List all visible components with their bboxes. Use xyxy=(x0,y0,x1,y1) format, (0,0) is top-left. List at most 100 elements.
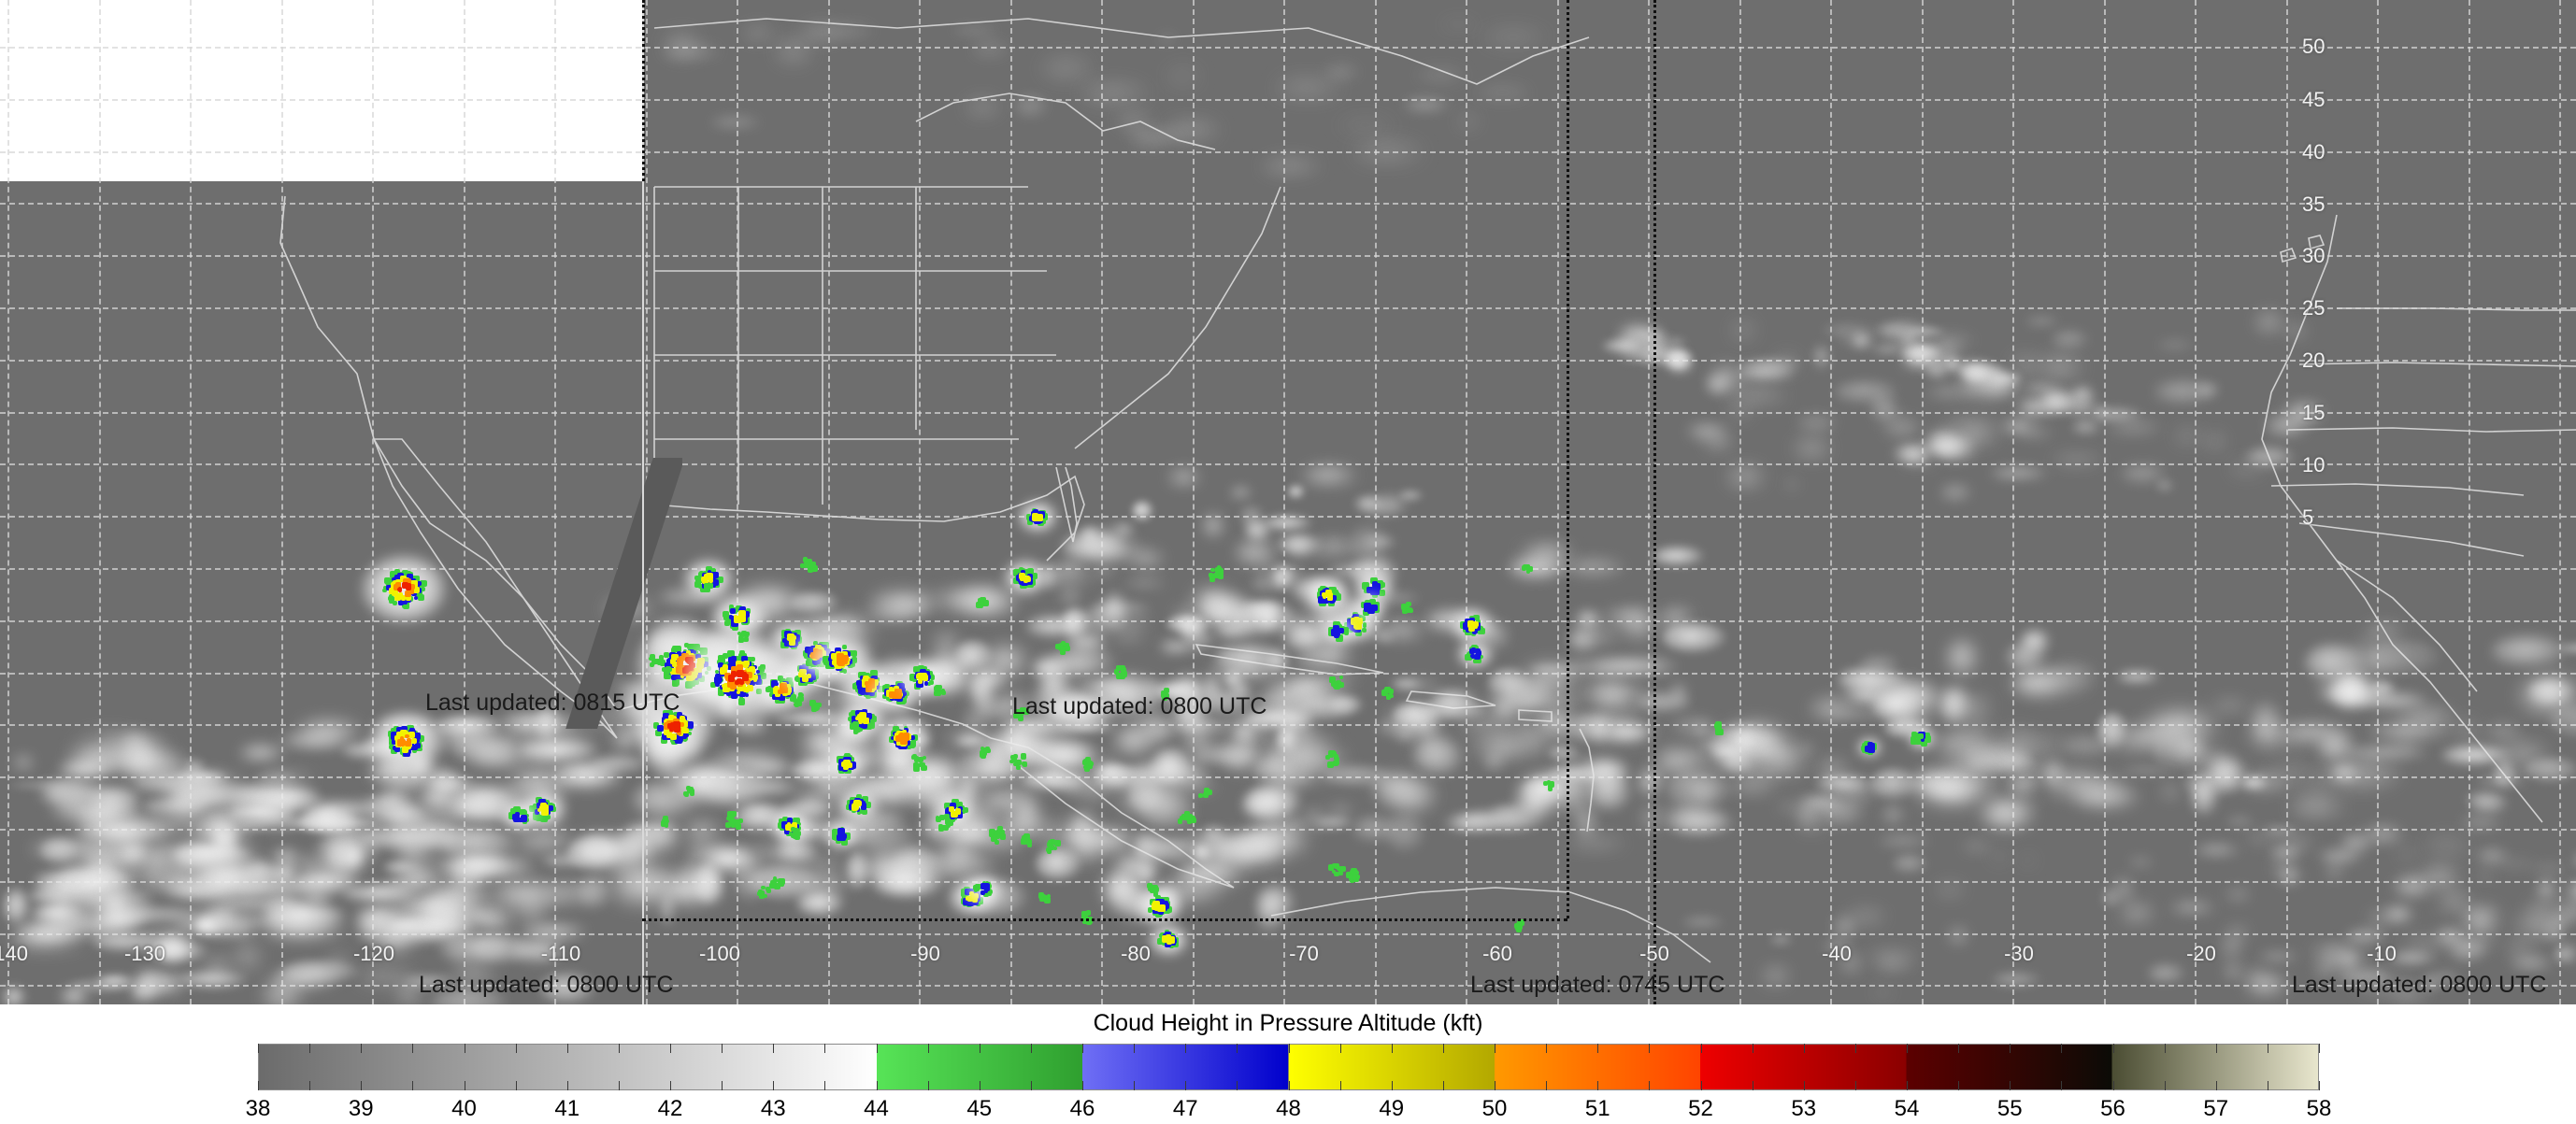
longitude-tick-label: -20 xyxy=(2186,942,2216,965)
colorbar-tick xyxy=(670,1081,671,1090)
last-updated-label-east-conus: Last updated: 0800 UTC xyxy=(1012,693,1267,719)
colorbar-tick xyxy=(824,1044,826,1053)
sector-divider-caribbean-east xyxy=(1567,0,1569,918)
longitude-tick-label: -50 xyxy=(1639,942,1669,965)
sector-divider-atlantic xyxy=(1653,0,1656,1004)
colorbar-tick xyxy=(1082,1044,1083,1053)
colorbar-tick xyxy=(1803,1044,1805,1053)
longitude-tick-label: -60 xyxy=(1482,942,1512,965)
colorbar-tick xyxy=(618,1044,620,1053)
latitude-tick-label: 45 xyxy=(2302,88,2326,111)
longitude-tick-label: -10 xyxy=(2367,942,2397,965)
colorbar-tick xyxy=(1030,1081,1032,1090)
colorbar-label: 52 xyxy=(1688,1096,1713,1121)
colorbar-tick xyxy=(361,1081,363,1090)
latitude-tick-label: 40 xyxy=(2302,140,2326,164)
colorbar-tick xyxy=(1495,1044,1496,1053)
colorbar-tick xyxy=(412,1044,414,1053)
colorbar-tick xyxy=(2164,1081,2166,1090)
satellite-map[interactable]: -140 -130 -120 -110 -100 -90 -80 -70 -60 -50 -40 -3… xyxy=(0,0,2576,1004)
colorbar-label: 58 xyxy=(2306,1096,2332,1121)
colorbar-tick xyxy=(1442,1044,1444,1053)
colorbar-tick xyxy=(2061,1081,2063,1090)
colorbar-tick xyxy=(1391,1081,1393,1090)
map-vector-overlay xyxy=(279,18,2576,963)
colorbar-label: 42 xyxy=(657,1096,683,1121)
colorbar-tick xyxy=(773,1081,775,1090)
colorbar-label: 39 xyxy=(348,1096,374,1121)
colorbar-tick xyxy=(309,1081,311,1090)
colorbar-tick xyxy=(1907,1081,1908,1090)
colorbar-label: 49 xyxy=(1379,1096,1405,1121)
longitude-tick-label: -80 xyxy=(1121,942,1151,965)
latitude-tick-label: 15 xyxy=(2302,401,2326,424)
latitude-tick-label: 10 xyxy=(2302,453,2326,477)
colorbar-label: 38 xyxy=(245,1096,271,1121)
colorbar-tick xyxy=(566,1044,568,1053)
colorbar-tick xyxy=(876,1044,878,1053)
colorbar-tick xyxy=(412,1081,414,1090)
colorbar-label: 48 xyxy=(1276,1096,1301,1121)
colorbar-tick xyxy=(2215,1081,2217,1090)
colorbar-tick xyxy=(1288,1081,1290,1090)
colorbar-tick xyxy=(2112,1081,2114,1090)
colorbar-tick xyxy=(670,1044,671,1053)
colorbar-tick-labels: 38 39 40 41 42 43 44 45 46 47 48 49 50 51 52 53 54 55 56 57… xyxy=(246,1096,2332,1124)
colorbar-tick xyxy=(1958,1044,1960,1053)
colorbar-tick xyxy=(2164,1044,2166,1053)
colorbar-ticks xyxy=(258,1044,2320,1090)
colorbar-label: 57 xyxy=(2203,1096,2229,1121)
latitude-tick-label: 35 xyxy=(2302,192,2326,216)
colorbar-tick xyxy=(1339,1081,1341,1090)
colorbar-label: 40 xyxy=(451,1096,477,1121)
colorbar-tick xyxy=(876,1081,878,1090)
colorbar-tick xyxy=(1907,1044,1908,1053)
colorbar-tick xyxy=(258,1044,259,1053)
colorbar-tick xyxy=(1854,1044,1856,1053)
colorbar-tick xyxy=(1546,1081,1548,1090)
colorbar-tick xyxy=(1700,1081,1702,1090)
colorbar-tick xyxy=(1288,1044,1290,1053)
colorbar-tick xyxy=(1391,1044,1393,1053)
latitude-tick-label: 20 xyxy=(2302,349,2326,372)
last-updated-label-west-conus: Last updated: 0815 UTC xyxy=(425,690,680,716)
colorbar-tick xyxy=(824,1081,826,1090)
colorbar-tick xyxy=(2112,1044,2114,1053)
colorbar-tick xyxy=(1237,1044,1238,1053)
sector-divider-west-top xyxy=(642,0,645,181)
longitude-tick-label: -120 xyxy=(352,942,395,965)
longitude-tick-label: -30 xyxy=(2004,942,2034,965)
colorbar-label: 56 xyxy=(2100,1096,2125,1121)
longitude-tick-label: -100 xyxy=(698,942,741,965)
colorbar-label: 54 xyxy=(1894,1096,1920,1121)
sector-divider-caribbean-south xyxy=(642,918,1567,921)
colorbar-label: 50 xyxy=(1481,1096,1508,1121)
colorbar-tick xyxy=(2215,1044,2217,1053)
longitude-tick-label: -110 xyxy=(540,942,581,965)
colorbar-label: 43 xyxy=(760,1096,786,1121)
latitude-tick-label: 50 xyxy=(2302,35,2326,58)
colorbar-tick xyxy=(515,1044,517,1053)
colorbar-tick xyxy=(1237,1081,1238,1090)
colorbar-tick xyxy=(927,1044,929,1053)
colorbar-tick xyxy=(1030,1044,1032,1053)
colorbar-title: Cloud Height in Pressure Altitude (kft) xyxy=(1093,1010,1483,1036)
colorbar-tick xyxy=(1185,1081,1187,1090)
colorbar-tick xyxy=(1597,1081,1599,1090)
colorbar-panel: Cloud Height in Pressure Altitude (kft) … xyxy=(0,1004,2576,1124)
colorbar-tick xyxy=(1082,1081,1083,1090)
colorbar-tick xyxy=(1495,1081,1496,1090)
colorbar-tick xyxy=(1597,1044,1599,1053)
colorbar-label: 41 xyxy=(554,1096,580,1121)
colorbar-tick xyxy=(1649,1081,1651,1090)
colorbar-tick xyxy=(1339,1044,1341,1053)
colorbar-tick xyxy=(722,1044,723,1053)
colorbar-tick xyxy=(618,1081,620,1090)
latitude-tick-label: 5 xyxy=(2302,505,2314,529)
colorbar-tick xyxy=(258,1081,259,1090)
last-updated-label-east-pacific: Last updated: 0800 UTC xyxy=(419,972,674,998)
sector-divider-west xyxy=(642,0,644,1004)
colorbar-label: 44 xyxy=(864,1096,889,1121)
colorbar-tick xyxy=(566,1081,568,1090)
longitude-tick-label: -90 xyxy=(910,942,940,965)
